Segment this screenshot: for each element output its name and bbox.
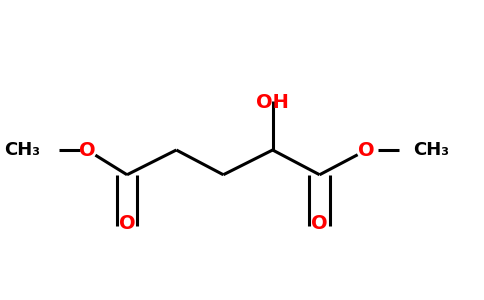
Text: O: O <box>311 214 328 233</box>
Text: O: O <box>119 214 136 233</box>
Text: OH: OH <box>256 93 289 112</box>
Text: CH₃: CH₃ <box>413 141 450 159</box>
Text: CH₃: CH₃ <box>4 141 40 159</box>
Text: O: O <box>358 140 375 160</box>
Text: O: O <box>79 140 95 160</box>
